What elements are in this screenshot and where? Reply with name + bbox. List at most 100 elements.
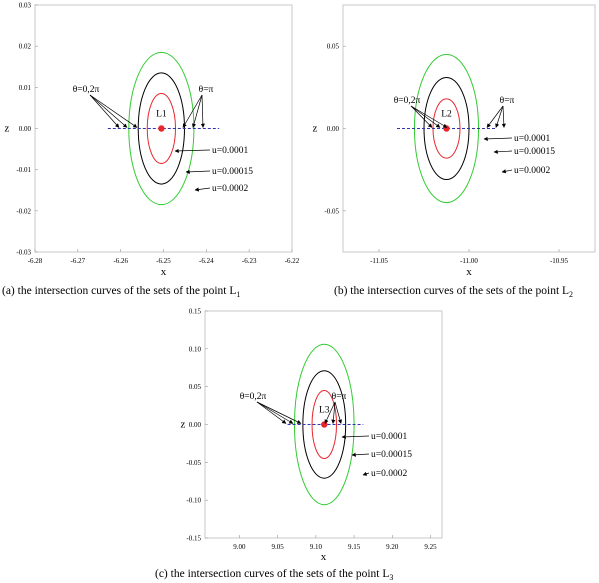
x-tick-label: -11.05 bbox=[370, 257, 388, 265]
y-tick-label: -0.15 bbox=[186, 535, 201, 543]
x-tick-label: 9.25 bbox=[424, 543, 437, 551]
x-tick-label: -6.25 bbox=[156, 257, 171, 265]
theta-right-arrow bbox=[495, 105, 504, 128]
panel-caption: (c) the intersection curves of the sets … bbox=[155, 568, 393, 582]
series-label-3: u=0.0002 bbox=[212, 184, 248, 194]
series-label-arrow bbox=[341, 434, 370, 439]
y-tick-label: 0.00 bbox=[19, 125, 32, 133]
x-tick-label: 9.15 bbox=[348, 543, 361, 551]
panel-caption: (a) the intersection curves of the sets … bbox=[2, 285, 240, 299]
series-label-arrow bbox=[185, 169, 211, 174]
y-tick-label: -0.01 bbox=[16, 166, 31, 174]
y-tick-label: 0.03 bbox=[19, 2, 32, 10]
series-label-3: u=0.0002 bbox=[514, 166, 550, 176]
x-tick-label: -6.22 bbox=[285, 257, 300, 265]
series-label-arrow bbox=[483, 136, 513, 141]
theta-right-label: θ=π bbox=[332, 392, 347, 402]
chart-panel-3: 9.00 9.05 9.10 9.15 9.20 9.25 -0.15 -0.10 -0.05 0… bbox=[155, 308, 443, 582]
equilibrium-point bbox=[321, 421, 328, 428]
x-tick-label: 9.05 bbox=[272, 543, 285, 551]
y-tick-label: 0.02 bbox=[19, 43, 32, 51]
theta-left-arrow bbox=[256, 401, 287, 424]
series-label-2: u=0.00015 bbox=[514, 147, 555, 157]
theta-right-arrow bbox=[191, 94, 203, 128]
series-label-1: u=0.0001 bbox=[514, 134, 550, 144]
theta-right-arrow bbox=[182, 94, 203, 128]
y-tick-label: -0.05 bbox=[324, 207, 339, 215]
theta-left-arrow bbox=[89, 94, 138, 128]
theta-right-label: θ=π bbox=[199, 85, 214, 95]
theta-left-label: θ=0,2π bbox=[240, 392, 267, 402]
chart-panel-1: -6.28 -6.27 -6.26 -6.25 -6.24 -6.23 -6.22 -0.03… bbox=[2, 2, 300, 300]
equilibrium-point bbox=[158, 125, 165, 132]
y-tick-label: -0.05 bbox=[186, 459, 201, 467]
x-axis-label: x bbox=[466, 266, 472, 278]
caption-text: (a) the intersection curves of the sets … bbox=[2, 285, 236, 297]
x-tick-label: 9.20 bbox=[386, 543, 399, 551]
theta-left-arrow bbox=[410, 105, 448, 128]
series-label-1: u=0.0001 bbox=[212, 146, 248, 156]
series-curve-1 bbox=[311, 389, 337, 460]
y-axis-label: z bbox=[5, 123, 10, 135]
series-label-3: u=0.0002 bbox=[371, 469, 407, 479]
theta-right-arrow bbox=[331, 401, 336, 424]
theta-left-arrow bbox=[410, 105, 441, 128]
point-label: L3 bbox=[319, 406, 330, 416]
x-tick-label: 9.10 bbox=[310, 543, 323, 551]
x-tick-label: -6.23 bbox=[242, 257, 257, 265]
theta-right-arrow bbox=[501, 105, 506, 128]
theta-left-arrow bbox=[89, 94, 128, 128]
series-label-arrow bbox=[194, 187, 211, 192]
theta-left-label: θ=0,2π bbox=[394, 96, 421, 106]
y-tick-label: 0.05 bbox=[189, 383, 202, 391]
x-tick-label: -6.28 bbox=[28, 257, 43, 265]
panel-caption: (b) the intersection curves of the sets … bbox=[334, 285, 573, 299]
y-tick-label: 0.00 bbox=[327, 125, 340, 133]
caption-text: (b) the intersection curves of the sets … bbox=[334, 285, 569, 297]
x-axis-label: x bbox=[321, 551, 327, 563]
y-axis-label: z bbox=[313, 123, 318, 135]
series-label-arrow bbox=[501, 169, 513, 174]
chart-panel-2: -11.05 -11.00 -10.95 -0.05 0.00 0.05 x z L2 θ=0,2… bbox=[313, 4, 596, 299]
y-tick-label: -0.10 bbox=[186, 497, 201, 505]
series-label-2: u=0.00015 bbox=[212, 167, 253, 177]
y-tick-label: 0.05 bbox=[327, 43, 340, 51]
theta-left-arrow bbox=[410, 105, 433, 128]
y-tick-label: 0.01 bbox=[19, 84, 32, 92]
theta-left-label: θ=0,2π bbox=[73, 85, 100, 95]
theta-right-arrow bbox=[324, 401, 336, 424]
series-label-arrow bbox=[174, 148, 211, 153]
series-label-arrow bbox=[362, 471, 370, 476]
point-label: L1 bbox=[156, 110, 167, 120]
y-axis-label: z bbox=[181, 419, 186, 431]
theta-left-arrow bbox=[89, 94, 120, 128]
theta-right-arrow bbox=[334, 401, 343, 424]
point-label: L2 bbox=[441, 110, 452, 120]
x-tick-label: -6.26 bbox=[113, 257, 128, 265]
x-tick-label: -6.27 bbox=[71, 257, 86, 265]
x-tick-label: -6.24 bbox=[199, 257, 214, 265]
x-axis-label: x bbox=[161, 266, 167, 278]
y-tick-label: 0.10 bbox=[189, 345, 202, 353]
theta-left-arrow bbox=[256, 401, 302, 424]
theta-right-label: θ=π bbox=[500, 96, 515, 106]
series-label-arrow bbox=[493, 149, 513, 154]
series-label-arrow bbox=[351, 452, 370, 457]
caption-subscript: 2 bbox=[569, 290, 573, 299]
y-tick-label: 0.00 bbox=[189, 421, 202, 429]
y-tick-label: -0.02 bbox=[16, 207, 31, 215]
series-label-2: u=0.00015 bbox=[371, 450, 412, 460]
series-label-1: u=0.0001 bbox=[371, 432, 407, 442]
x-tick-label: -10.95 bbox=[550, 257, 569, 265]
caption-text: (c) the intersection curves of the sets … bbox=[155, 568, 389, 580]
x-tick-label: 9.00 bbox=[233, 543, 246, 551]
caption-subscript: 1 bbox=[236, 290, 240, 299]
y-tick-label: 0.15 bbox=[189, 308, 202, 316]
caption-subscript: 3 bbox=[389, 573, 393, 582]
theta-right-arrow bbox=[200, 94, 205, 128]
theta-left-arrow bbox=[256, 401, 294, 424]
theta-right-arrow bbox=[486, 105, 504, 128]
x-tick-label: -11.00 bbox=[460, 257, 478, 265]
y-tick-label: -0.03 bbox=[16, 249, 31, 257]
